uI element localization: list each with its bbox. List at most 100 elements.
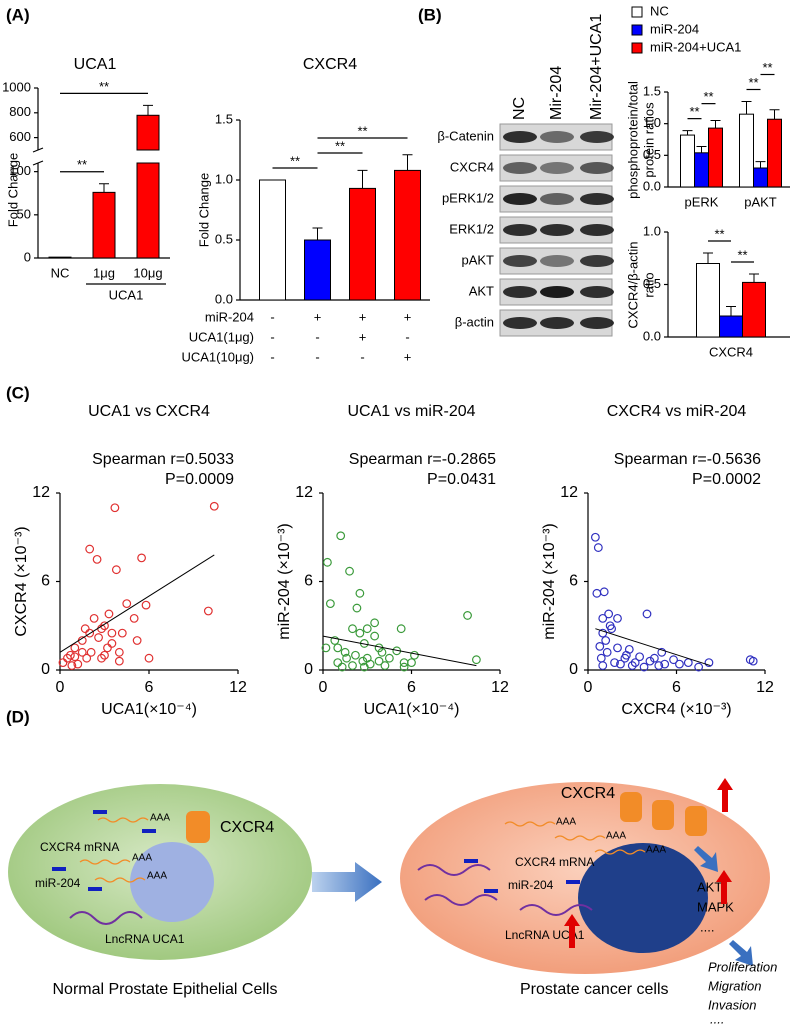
significance-label: **: [703, 89, 713, 104]
y-tick-label: 6: [569, 573, 578, 590]
arrow: [694, 846, 718, 872]
mirna-mark: [93, 810, 107, 814]
blot-row-label: CXCR4: [450, 159, 494, 174]
point: [627, 661, 637, 670]
chart-title: UCA1 vs miR-204: [347, 403, 475, 420]
y-tick-label: 0.0: [643, 178, 661, 193]
point: [704, 658, 714, 668]
point: [132, 636, 142, 645]
point: [593, 543, 603, 552]
blot-band: [503, 286, 537, 298]
blot-row-label: ERK1/2: [449, 221, 494, 236]
legend-label: NC: [650, 3, 669, 18]
pathway: AKT: [697, 879, 722, 894]
point: [355, 628, 365, 638]
point: [348, 624, 357, 634]
mrna: [594, 849, 646, 855]
point: [73, 659, 83, 669]
error-bar: [357, 169, 368, 189]
pathway: ....: [700, 919, 714, 934]
point: [77, 647, 87, 657]
lncrna: [424, 894, 498, 906]
x-tick-label: pAKT: [744, 194, 777, 209]
receptor-label: CXCR4: [220, 819, 274, 836]
point: [645, 656, 655, 666]
mirna-label: miR-204: [35, 876, 81, 890]
lncrna-label: LncRNA UCA1: [505, 928, 585, 942]
point: [384, 653, 394, 663]
point: [669, 655, 678, 665]
arrow: [312, 862, 382, 902]
axis-break: [32, 160, 44, 166]
y-tick-label: 1.0: [643, 115, 661, 130]
y-tick-label: 1.5: [643, 83, 661, 98]
blot-column-label: Mir-204: [548, 66, 565, 120]
legend-label: miR-204: [650, 21, 699, 36]
panel-label: (C): [6, 383, 30, 402]
diagram: CXCR4 AAA AAA AAA CXCR4 mRNA miR-204 Lnc…: [8, 778, 777, 1025]
fit-line: [595, 628, 711, 667]
blot-band: [540, 193, 574, 205]
point: [602, 647, 612, 657]
point: [209, 501, 219, 511]
point: [67, 661, 77, 670]
x-tick-label: NC: [51, 265, 70, 280]
x-tick-label: 10μg: [133, 265, 162, 280]
condition-mark: -: [270, 329, 274, 344]
point: [607, 624, 616, 634]
point: [463, 611, 472, 620]
y-tick-label: 1.5: [215, 111, 233, 126]
blot-column-label: NC: [511, 97, 528, 120]
blot-band: [503, 131, 537, 143]
error-bar: [749, 273, 759, 283]
significance-label: **: [762, 60, 772, 75]
point: [111, 565, 121, 575]
condition-mark: -: [270, 349, 274, 364]
point: [103, 643, 112, 653]
point: [82, 653, 92, 663]
outcome: Invasion: [708, 997, 756, 1012]
blot-band: [580, 286, 614, 298]
y-tick-label: 1000: [2, 79, 31, 94]
point: [114, 647, 124, 657]
mrna: [94, 877, 146, 883]
point: [348, 661, 357, 670]
x-tick-label: 0: [56, 679, 65, 696]
blot-band: [540, 131, 574, 143]
axis-break: [32, 147, 44, 153]
point: [325, 599, 335, 609]
point: [598, 628, 608, 638]
x-tick-label: 6: [145, 679, 154, 696]
outcome: ....: [710, 1011, 724, 1025]
blot-band: [503, 162, 537, 174]
mrna-label: CXCR4 mRNA: [515, 855, 594, 869]
y-tick-label: 600: [9, 129, 31, 144]
y-tick-label: 0.5: [215, 231, 233, 246]
point: [129, 613, 139, 623]
mirna-mark: [566, 880, 580, 884]
blot-band: [580, 255, 614, 267]
point: [370, 618, 380, 628]
annotation: Spearman r=-0.2865: [349, 451, 496, 468]
annotation: Spearman r=0.5033: [92, 451, 234, 468]
bar: [742, 281, 766, 338]
error-bar: [710, 120, 721, 129]
point: [85, 628, 95, 638]
bar: [136, 162, 160, 259]
point: [104, 609, 114, 619]
chart-title: CXCR4: [303, 56, 357, 73]
point: [613, 643, 622, 653]
blot-band: [540, 255, 574, 267]
annotation: Spearman r=-0.5636: [614, 451, 761, 468]
significance-label: **: [77, 157, 87, 172]
bar: [92, 191, 116, 259]
point: [595, 642, 605, 651]
blot-row-label: AKT: [469, 283, 494, 298]
y-tick-label: 0.5: [643, 276, 661, 291]
blot-band: [580, 317, 614, 329]
lncrna: [417, 864, 491, 876]
point: [70, 643, 80, 653]
condition-mark: +: [359, 309, 367, 324]
x-tick-label: 1μg: [93, 265, 115, 280]
